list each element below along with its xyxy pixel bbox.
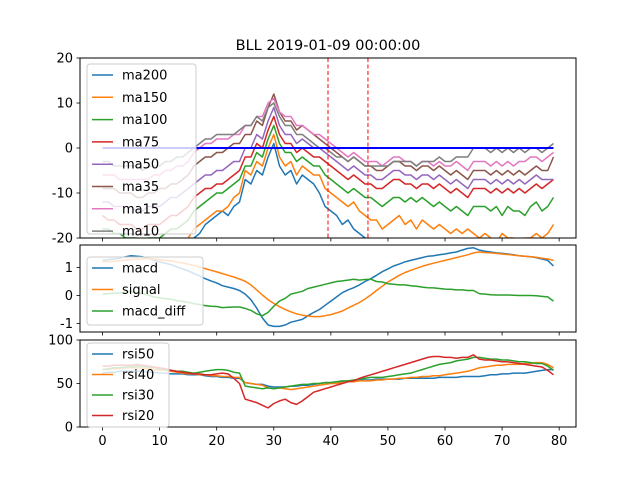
x-tick-label: 80 — [551, 434, 568, 449]
x-tick-label: 0 — [98, 434, 106, 449]
legend-ma: ma200 ma150 ma100 ma75 ma50 ma35 ma15 ma10 — [86, 63, 197, 240]
y-tick-label: 10 — [56, 97, 73, 112]
y-tick-label: 0 — [65, 289, 73, 304]
legend-label-macd_diff: macd_diff — [122, 305, 186, 320]
y-tick-label: 0 — [65, 421, 73, 436]
panel-macd: -1 0 1 macd signal macd_diff — [60, 244, 577, 336]
legend-label-rsi50: rsi50 — [122, 348, 154, 363]
legend-box — [86, 342, 170, 428]
y-tick-label: -10 — [52, 187, 73, 202]
x-tick-label: 20 — [208, 434, 225, 449]
legend-label-rsi40: rsi40 — [122, 368, 154, 383]
y-tick-label: 0 — [65, 142, 73, 157]
chart-panels: -20-1001020ma200ma150ma100ma75ma50ma35ma… — [48, 52, 577, 449]
legend-label-macd: macd — [122, 262, 158, 277]
legend-label-ma35: ma35 — [122, 180, 159, 195]
y-tick-label: 1 — [65, 261, 73, 276]
y-tick-label: -1 — [60, 317, 73, 332]
y-tick-label: 20 — [56, 52, 73, 67]
x-tick-label: 30 — [266, 434, 283, 449]
legend-label-ma100: ma100 — [122, 113, 167, 128]
panel-ma: -20-1001020ma200ma150ma100ma75ma50ma35ma… — [52, 52, 577, 247]
legend-label-ma15: ma15 — [122, 202, 159, 217]
x-tick-label: 60 — [437, 434, 454, 449]
legend-label-ma75: ma75 — [122, 135, 159, 150]
x-tick-label: 70 — [494, 434, 511, 449]
y-tick-label: 50 — [56, 377, 73, 392]
y-tick-label: 100 — [48, 334, 73, 349]
legend-label-signal: signal — [122, 283, 160, 298]
legend-label-rsi30: rsi30 — [122, 389, 154, 404]
y-tick-label: -20 — [52, 232, 73, 247]
legend-label-ma200: ma200 — [122, 69, 167, 84]
x-tick-label: 50 — [380, 434, 397, 449]
legend-macd: macd signal macd_diff — [86, 256, 204, 326]
panel-frame — [79, 244, 577, 333]
series-line-rsi40 — [102, 361, 554, 391]
x-tick-label: 10 — [151, 434, 168, 449]
legend-box — [86, 63, 197, 235]
legend-label-ma50: ma50 — [122, 158, 159, 173]
series-line-rsi20 — [102, 354, 554, 409]
legend-label-ma150: ma150 — [122, 91, 167, 106]
legend-label-ma10: ma10 — [122, 225, 159, 240]
panel-plot-area — [102, 354, 554, 409]
legend-label-rsi20: rsi20 — [122, 409, 154, 424]
legend-box — [86, 256, 204, 326]
chart-title: BLL 2019-01-09 00:00:00 — [236, 38, 421, 54]
legend-rsi: rsi50 rsi40 rsi30 rsi20 — [86, 342, 170, 428]
x-tick-label: 40 — [323, 434, 340, 449]
